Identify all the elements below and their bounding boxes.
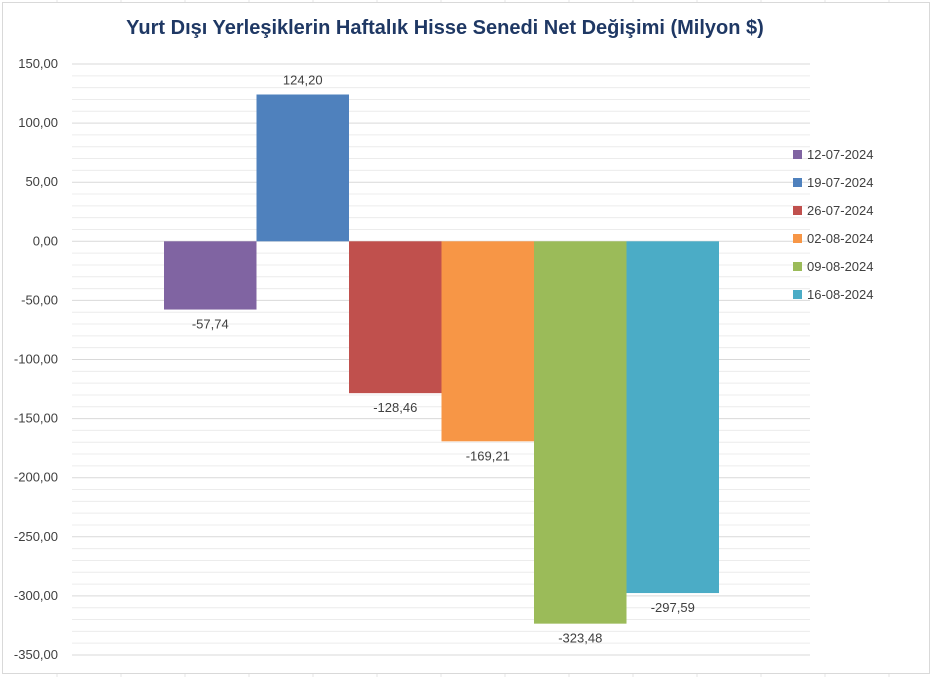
legend-label: 26-07-2024 xyxy=(807,202,874,218)
y-tick-label: -200,00 xyxy=(14,470,58,485)
legend-item: 12-07-2024 xyxy=(793,140,874,168)
bar-02-08-2024 xyxy=(441,241,534,442)
legend-item: 19-07-2024 xyxy=(793,168,874,196)
legend-item: 16-08-2024 xyxy=(793,280,874,308)
data-label: -128,46 xyxy=(373,400,417,415)
y-tick-label: -150,00 xyxy=(14,411,58,426)
legend-item: 02-08-2024 xyxy=(793,224,874,252)
data-label: 124,20 xyxy=(283,72,323,87)
bar-26-07-2024 xyxy=(349,241,442,394)
bar-16-08-2024 xyxy=(626,241,719,594)
bar-12-07-2024 xyxy=(164,241,257,310)
bar-09-08-2024 xyxy=(534,241,627,624)
y-tick-label: 100,00 xyxy=(18,115,58,130)
y-tick-label: -100,00 xyxy=(14,352,58,367)
y-tick-label: 0,00 xyxy=(33,233,58,248)
y-tick-label: -300,00 xyxy=(14,588,58,603)
data-label: -169,21 xyxy=(466,448,510,463)
legend-item: 26-07-2024 xyxy=(793,196,874,224)
legend-swatch xyxy=(793,205,802,215)
bar-19-07-2024 xyxy=(256,94,349,242)
y-tick-label: -50,00 xyxy=(21,292,58,307)
legend-label: 16-08-2024 xyxy=(807,286,874,302)
legend: 12-07-2024 19-07-2024 26-07-2024 02-08-2024… xyxy=(793,140,874,308)
legend-swatch xyxy=(793,149,802,159)
data-label: -323,48 xyxy=(558,631,602,646)
legend-label: 09-08-2024 xyxy=(807,258,874,274)
legend-swatch xyxy=(793,177,802,187)
data-label: -297,59 xyxy=(651,600,695,615)
y-tick-label: 50,00 xyxy=(25,174,58,189)
y-tick-label: -250,00 xyxy=(14,529,58,544)
legend-label: 02-08-2024 xyxy=(807,230,874,246)
legend-item: 09-08-2024 xyxy=(793,252,874,280)
legend-swatch xyxy=(793,289,802,299)
chart-title: Yurt Dışı Yerleşiklerin Haftalık Hisse S… xyxy=(126,17,764,39)
legend-label: 12-07-2024 xyxy=(807,146,874,162)
y-tick-label: -350,00 xyxy=(14,647,58,662)
y-tick-label: 150,00 xyxy=(18,56,58,71)
legend-swatch xyxy=(793,233,802,243)
legend-label: 19-07-2024 xyxy=(807,174,874,190)
data-label: -57,74 xyxy=(192,317,229,332)
legend-swatch xyxy=(793,261,802,271)
